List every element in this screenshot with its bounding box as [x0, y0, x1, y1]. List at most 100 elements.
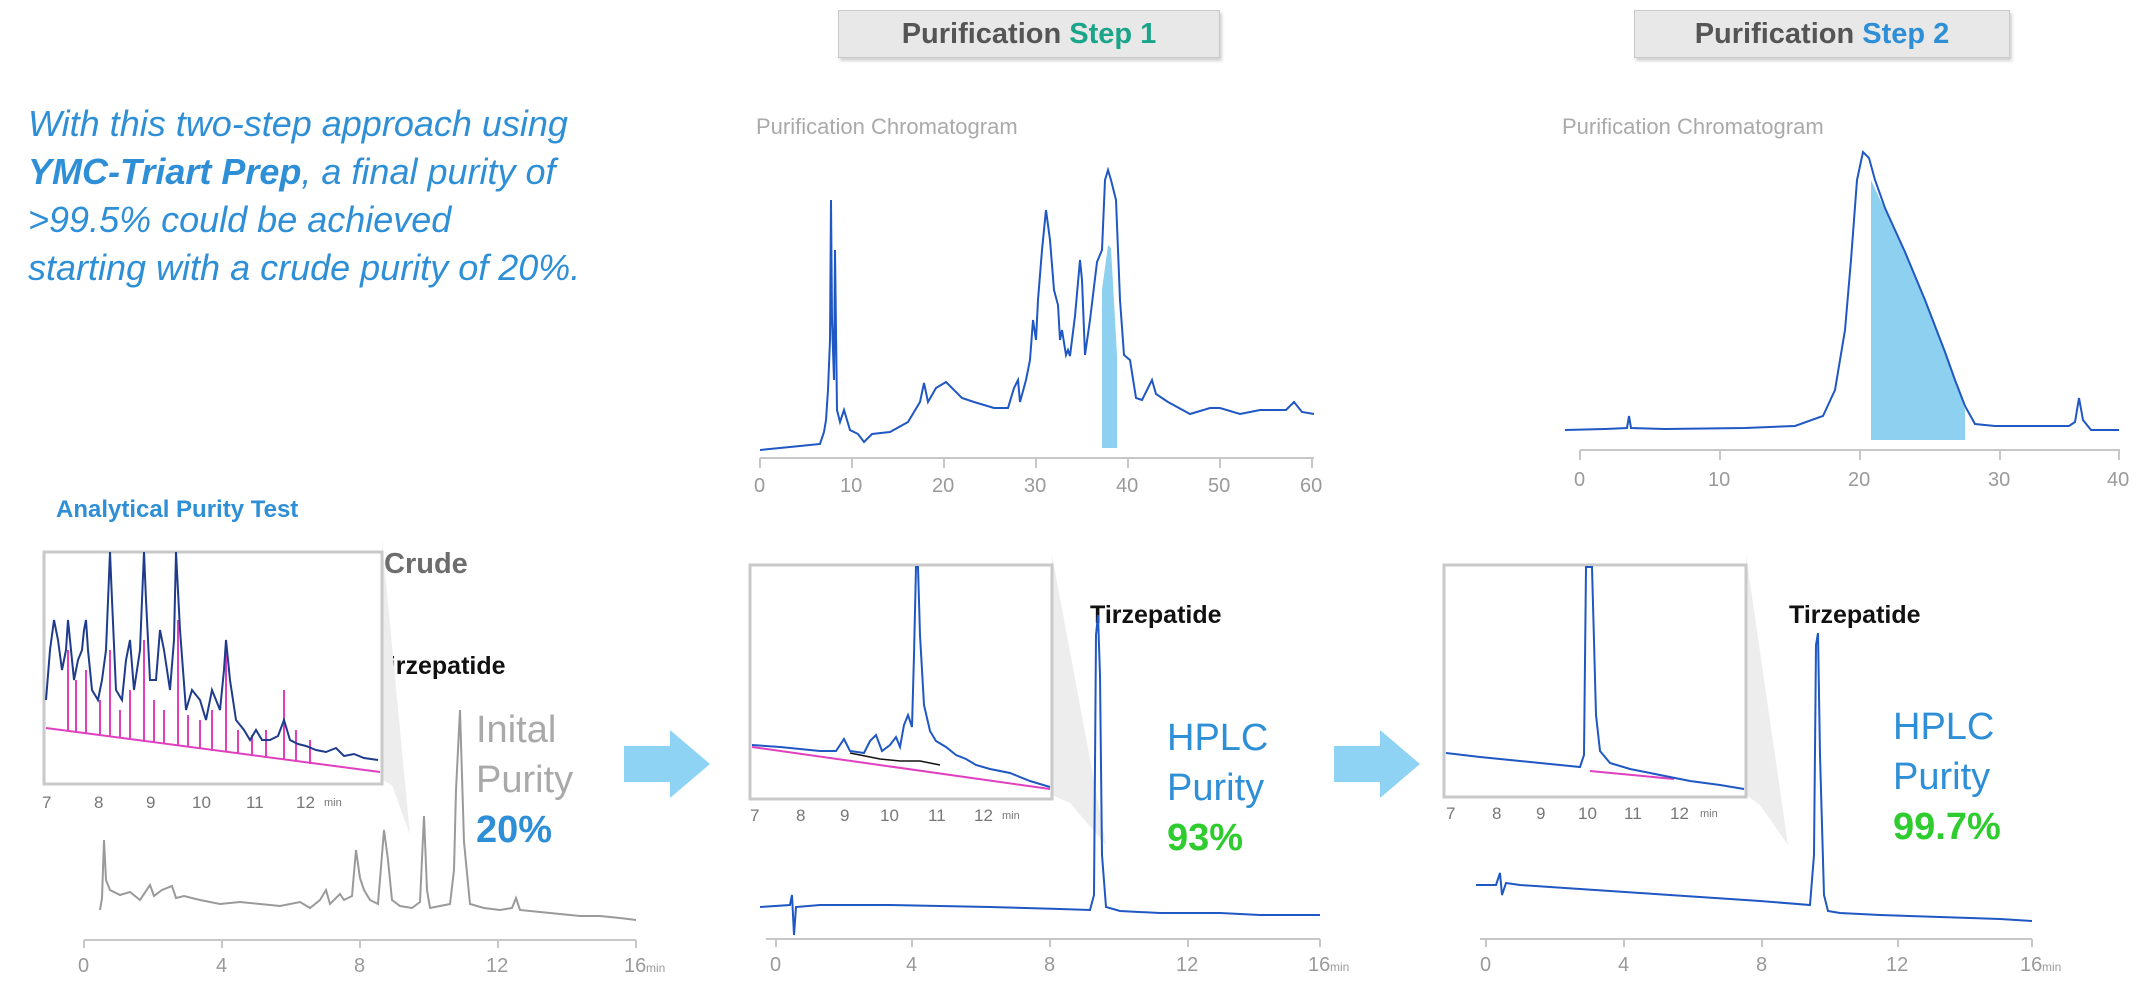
- intro-line3: >99.5% could be achieved: [28, 199, 452, 240]
- crude-tick: 16: [624, 955, 646, 977]
- crude-inset-tick: 11: [246, 793, 264, 812]
- crude-inset-unit: min: [324, 797, 342, 809]
- step1-inset-baseline: [849, 752, 941, 766]
- step2-step: Step 2: [1862, 17, 1950, 50]
- step1-unit: min: [1330, 960, 1349, 974]
- step2-inset-tick: 7: [1446, 804, 1455, 823]
- step1-inset-tick: 8: [796, 806, 805, 825]
- step1-prefix: Purification: [901, 17, 1062, 50]
- step1-inset-tick: 11: [928, 806, 946, 825]
- crude-inset-tick: 7: [42, 793, 51, 812]
- crude-tick: 8: [354, 955, 365, 977]
- step2-trace: [1476, 632, 2033, 922]
- step1-header: Purification Step 1: [838, 10, 1220, 58]
- step1-panel: 0 4 8 12 16 min 7 8 9 10 11 12 min: [748, 555, 1349, 976]
- crude-inset-ticks: 7 8 9 10 11 12 min: [42, 793, 342, 812]
- prep1-ticks: 0 10 20 30 40 50 60: [754, 475, 1322, 497]
- intro-text: With this two-step approach using YMC-Tr…: [28, 100, 728, 292]
- step2-inset-tick: 12: [1670, 804, 1689, 823]
- step2-inset-tick: 11: [1624, 804, 1642, 823]
- step2-panel: 0 4 8 12 16 min 7 8 9 10 11 12 min: [1442, 555, 2061, 976]
- step1-tick: 4: [906, 954, 917, 976]
- crude-label: Crude: [384, 548, 468, 580]
- crude-peak-label: Tirzepatide: [374, 652, 506, 680]
- step1-inset-tick: 9: [840, 806, 849, 825]
- intro-line2: , a final purity of: [301, 151, 556, 192]
- prep2-label: Purification Chromatogram: [1562, 114, 1824, 139]
- step1-inset-tick: 10: [880, 806, 899, 825]
- prep2-tick: 10: [1708, 469, 1730, 491]
- prep2-tick: 30: [1988, 469, 2010, 491]
- step1-purity-line2: Purity: [1167, 767, 1265, 809]
- step1-tick: 16: [1308, 954, 1330, 976]
- step1-ticks: 0 4 8 12 16 min: [770, 954, 1349, 976]
- step2-purity-line2: Purity: [1893, 756, 1991, 798]
- prep2-trace: [1564, 149, 2119, 431]
- crude-unit: min: [646, 961, 665, 975]
- step1-purity-value: 93%: [1167, 817, 1244, 859]
- step2-peak-label: Tirzepatide: [1789, 601, 1921, 629]
- step2-unit: min: [2042, 960, 2061, 974]
- prep1-tick: 10: [840, 475, 862, 497]
- prep1-chromatogram: 0 10 20 30 40 50 60: [754, 166, 1322, 497]
- step2-tick: 4: [1618, 954, 1629, 976]
- step2-inset-tick: 8: [1492, 804, 1501, 823]
- step2-prefix: Purification: [1694, 17, 1855, 50]
- step1-inset-trace: [751, 566, 1051, 788]
- crude-tick: 12: [486, 955, 508, 977]
- step2-tick: 0: [1480, 954, 1491, 976]
- step2-tick: 12: [1886, 954, 1908, 976]
- prep1-tick: 0: [754, 475, 765, 497]
- crude-inset-tick: 8: [94, 793, 103, 812]
- prep1-tick: 40: [1116, 475, 1138, 497]
- step2-inset-trace: [1445, 566, 1745, 790]
- step1-tick: 12: [1176, 954, 1198, 976]
- prep1-tick: 50: [1208, 475, 1230, 497]
- prep1-tick: 30: [1024, 475, 1046, 497]
- crude-ticks: 0 4 8 12 16 min: [78, 955, 665, 977]
- step2-inset-tick: 9: [1536, 804, 1545, 823]
- arrow-right-icon: [624, 730, 710, 798]
- prep2-ticks: 0 10 20 30 40: [1574, 469, 2129, 491]
- prep2-chromatogram: 0 10 20 30 40: [1564, 149, 2129, 491]
- step2-purity: HPLC Purity 99.7%: [1893, 702, 2001, 852]
- prep2-tick: 20: [1848, 469, 1870, 491]
- intro-line4: starting with a crude purity of 20%.: [28, 247, 581, 288]
- prep2-tick: 0: [1574, 469, 1585, 491]
- step2-inset-tick: 10: [1578, 804, 1597, 823]
- crude-panel: 0 4 8 12 16 min 7 8 9 10 11 12 min: [42, 540, 665, 977]
- crude-inset-tick: 10: [192, 793, 211, 812]
- step1-inset-tick: 12: [974, 806, 993, 825]
- step1-inset-unit: min: [1002, 810, 1020, 822]
- intro-line1: With this two-step approach using: [28, 103, 568, 144]
- crude-purity-value: 20%: [476, 809, 553, 851]
- step1-step: Step 1: [1069, 17, 1157, 50]
- step1-tick: 0: [770, 954, 781, 976]
- crude-purity-line2: Purity: [476, 759, 574, 801]
- step2-header: Purification Step 2: [1634, 10, 2010, 58]
- crude-inset-tick: 12: [296, 793, 315, 812]
- step1-purity-line1: HPLC: [1167, 717, 1269, 759]
- prep1-tick: 60: [1300, 475, 1322, 497]
- step1-inset-ticks: 7 8 9 10 11 12 min: [750, 806, 1020, 825]
- step2-purity-line1: HPLC: [1893, 706, 1995, 748]
- crude-inset-tick: 9: [146, 793, 155, 812]
- step2-tick: 16: [2020, 954, 2042, 976]
- step1-inset-tick: 7: [750, 806, 759, 825]
- crude-trace: [99, 709, 637, 921]
- step2-purity-value: 99.7%: [1893, 806, 2001, 848]
- step1-tick: 8: [1044, 954, 1055, 976]
- step2-tick: 8: [1756, 954, 1767, 976]
- crude-tick: 0: [78, 955, 89, 977]
- analytical-title: Analytical Purity Test: [56, 496, 299, 523]
- step2-inset-ticks: 7 8 9 10 11 12 min: [1446, 804, 1718, 823]
- step1-peak-label: Tirzepatide: [1090, 601, 1222, 629]
- crude-purity: Inital Purity 20%: [476, 705, 573, 855]
- prep1-trace: [759, 166, 1315, 451]
- crude-inset-trace: [45, 551, 379, 761]
- arrow-right-icon: [1334, 730, 1420, 798]
- crude-purity-line1: Inital: [476, 709, 557, 751]
- step2-inset-unit: min: [1700, 808, 1718, 820]
- prep1-tick: 20: [932, 475, 954, 497]
- crude-tick: 4: [216, 955, 227, 977]
